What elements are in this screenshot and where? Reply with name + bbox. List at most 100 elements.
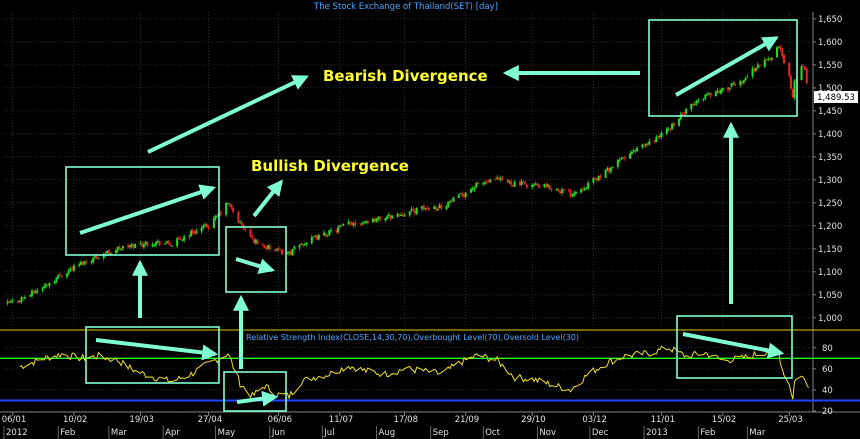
candle-body (293, 246, 296, 249)
candle-body (240, 222, 243, 225)
candle-body (653, 140, 656, 142)
candle-body (226, 203, 229, 205)
candle-body (739, 81, 742, 86)
candle-body (534, 183, 537, 185)
candle-body (375, 218, 378, 222)
candle-body (727, 87, 730, 90)
candle-body (475, 183, 478, 188)
candle-body (562, 188, 565, 191)
candle-body (690, 103, 693, 110)
candle-body (643, 145, 646, 147)
candle-body (616, 159, 619, 167)
candle-body (92, 257, 95, 263)
candle-body (494, 178, 497, 180)
rsi-y-tick-label: 20 (822, 407, 833, 417)
x-tick-label: 25/03 (778, 415, 803, 425)
candle-body (330, 230, 333, 232)
candle-body (440, 204, 443, 209)
annotation-box-2013-rsi (676, 315, 793, 379)
candle-body (323, 232, 326, 236)
candle-body (518, 181, 521, 186)
candle-body (756, 64, 759, 69)
falling-rsi-arrow-2012 (95, 338, 219, 361)
candle-body (237, 211, 240, 222)
candle-body (510, 181, 513, 185)
candle-body (359, 223, 362, 225)
candle-body (36, 290, 39, 293)
candle-body (767, 58, 770, 60)
price-y-tick-label: 1,450 (818, 107, 842, 117)
x-tick-label: 15/02 (712, 415, 737, 425)
candle-body (660, 132, 663, 137)
candle-body (788, 63, 791, 76)
candle-body (365, 220, 368, 223)
candle-body (415, 208, 418, 214)
x-month-label: 2013 (646, 428, 668, 438)
candle-body (265, 247, 268, 249)
candle-body (106, 250, 109, 254)
candle-body (751, 68, 754, 77)
candle-body (489, 179, 492, 182)
price-y-tick-label: 1,350 (818, 153, 842, 163)
x-tick-label: 29/10 (521, 415, 546, 425)
candle-body (802, 66, 805, 68)
candle-body (734, 83, 737, 86)
candle-body (426, 207, 429, 209)
candle-body (326, 235, 329, 237)
candle-body (681, 113, 684, 115)
candle-body (156, 240, 159, 243)
candle-body (718, 90, 721, 94)
candle-body (641, 144, 644, 148)
candle-body (372, 218, 375, 223)
candle-body (170, 245, 173, 247)
candle-body (461, 193, 464, 196)
candle-body (434, 206, 437, 210)
candle-body (286, 253, 289, 255)
candle-body (55, 277, 58, 283)
candle-body (387, 214, 390, 216)
candle-body (608, 168, 611, 172)
candle-body (618, 159, 621, 161)
candle-body (790, 76, 793, 89)
candle-body (144, 241, 147, 244)
candle-body (464, 192, 467, 197)
candle-body (592, 178, 595, 183)
candle-body (20, 297, 23, 302)
price-y-tick-label: 1,500 (818, 84, 842, 94)
candle-body (351, 222, 354, 225)
candle-body (569, 190, 572, 196)
candle-body (32, 290, 35, 294)
candle-body (532, 185, 535, 187)
x-month-label: May (218, 428, 236, 438)
candle-body (473, 187, 476, 190)
x-tick-label: 21/09 (455, 415, 480, 425)
candle-body (403, 215, 406, 217)
candle-body (508, 181, 511, 183)
candle-body (487, 181, 490, 183)
x-month-label: Jul (323, 428, 334, 438)
candle-body (179, 238, 182, 240)
candle-body (18, 301, 21, 303)
candle-body (452, 197, 455, 202)
price-y-tick-label: 1,100 (818, 268, 842, 278)
last-price-box (814, 91, 858, 103)
candle-body (450, 200, 453, 202)
candle-body (744, 78, 747, 81)
candle-body (58, 274, 61, 276)
candle-body (43, 286, 46, 288)
x-month-label: Sep (433, 428, 449, 438)
candle-body (389, 215, 392, 219)
candle-body (195, 230, 198, 234)
pointer-arrow-bearish-left (147, 75, 309, 154)
candle-body (433, 206, 436, 210)
candle-body (413, 210, 416, 214)
annotation-box-early-2012-rsi (85, 326, 220, 384)
candle-body (408, 211, 411, 216)
x-tick-label: 27/04 (198, 415, 223, 425)
candle-body (85, 261, 88, 263)
candle-body (142, 244, 145, 248)
x-month-label: 2012 (6, 428, 28, 438)
rising-price-arrow-2013 (675, 36, 779, 97)
candle-body (298, 245, 301, 248)
x-month-label: Oct (485, 428, 500, 438)
